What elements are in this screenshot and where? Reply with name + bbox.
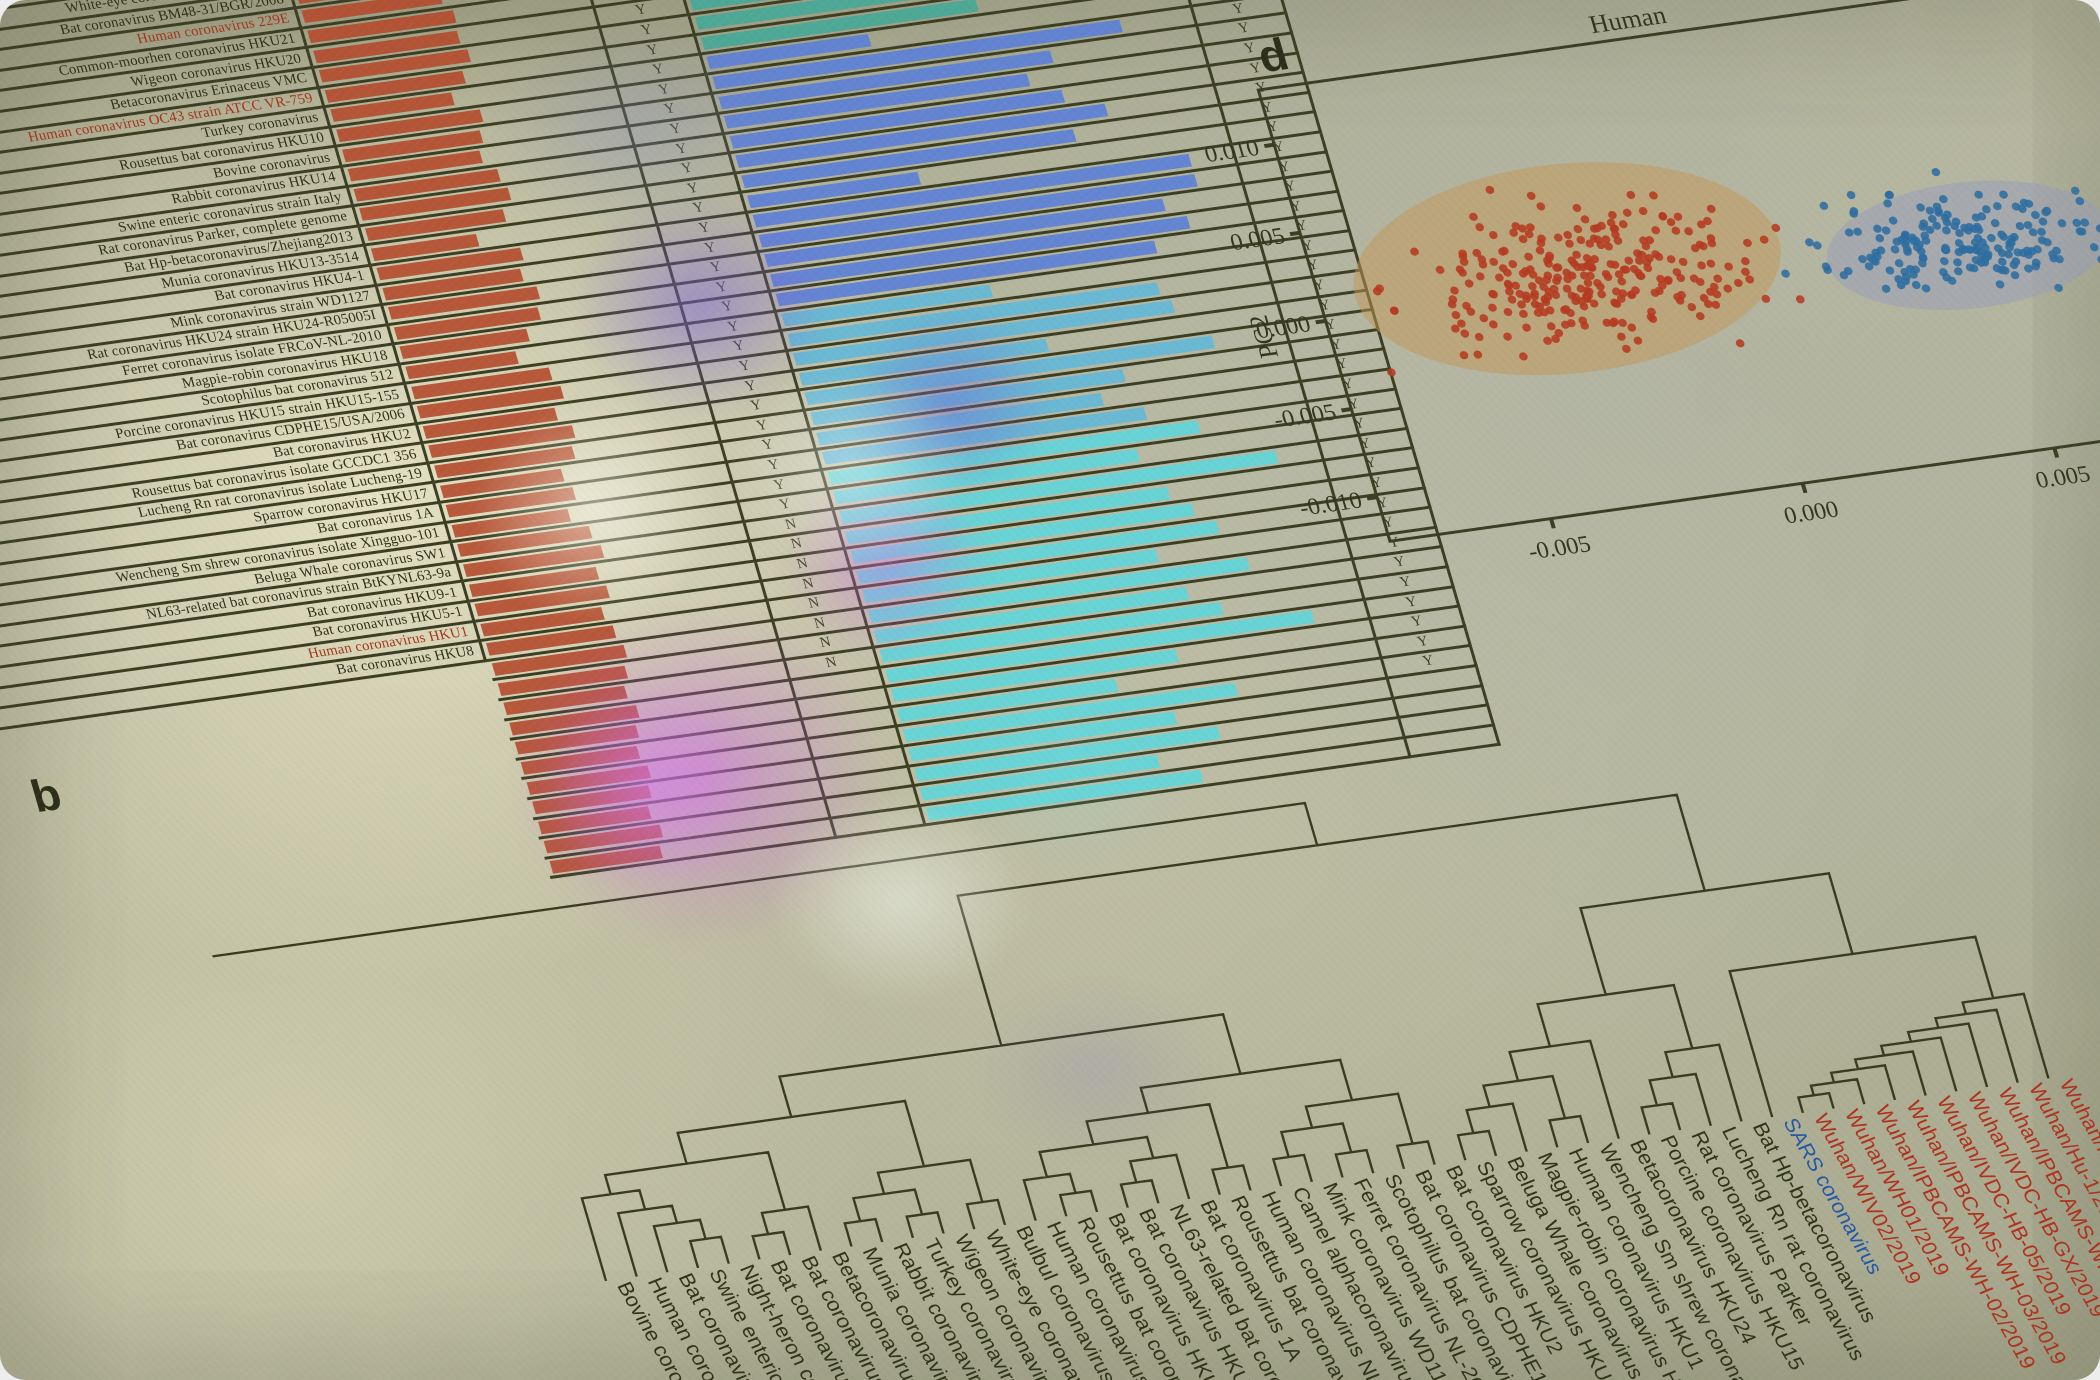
x-tick-label: 0.005 <box>2033 461 2094 493</box>
dendrogram-tree: Bovine coronavirusHuman coronavirus OC43… <box>212 793 2100 1380</box>
x-tick-label: -0.005 <box>1525 532 1594 566</box>
cluster-ellipse <box>1353 162 1781 376</box>
dendrogram-branches <box>212 793 2050 1282</box>
y-tick-label: 0.005 <box>1227 224 1288 256</box>
cluster-ellipse <box>1826 180 2100 311</box>
panel-d-pca-scatter: Human 0.010 0.005 0.000 -0.005 -0.010 -0.005 0.… <box>1183 0 2100 657</box>
plot-frame <box>1256 0 2100 543</box>
scatter-plot: Human0.0100.0050.000-0.005-0.010-0.0050.… <box>1202 0 2100 566</box>
y-tick-label: -0.005 <box>1271 400 1340 434</box>
y-tick-label: -0.010 <box>1297 488 1366 522</box>
x-tick-label: 0.000 <box>1781 497 1842 529</box>
y-tick-label: 0.010 <box>1202 135 1263 167</box>
panel-b-dendrogram: Bovine coronavirusHuman coronavirus OC43… <box>162 590 2100 1380</box>
